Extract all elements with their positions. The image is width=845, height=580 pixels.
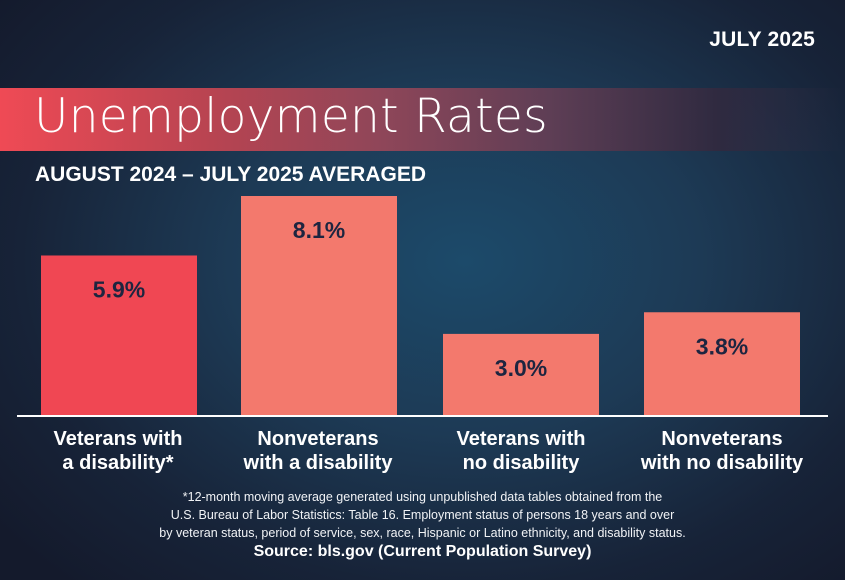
source-citation: Source: bls.gov (Current Population Surv… <box>253 543 592 560</box>
title-band <box>0 88 845 151</box>
chart-subtitle: AUGUST 2024 – JULY 2025 AVERAGED <box>35 163 427 186</box>
report-date: JULY 2025 <box>709 28 815 51</box>
x-tick-label-line: no disability <box>462 452 580 474</box>
x-tick-label-line: with a disability <box>243 452 393 474</box>
footnote-line: U.S. Bureau of Labor Statistics: Table 1… <box>170 508 675 522</box>
x-tick-label-line: Nonveterans <box>661 428 783 450</box>
bar-value-label: 8.1% <box>293 217 345 243</box>
x-tick-label: Nonveterans with no disability <box>622 427 822 475</box>
bar-value-label: 3.8% <box>696 333 748 359</box>
x-tick-label: Veterans with a disability* <box>18 427 218 475</box>
x-tick-label-line: Veterans with <box>456 428 586 450</box>
bar <box>644 312 800 415</box>
bar-value-label: 5.9% <box>93 276 145 302</box>
footnote-line: *12-month moving average generated using… <box>182 490 663 504</box>
bar <box>41 255 197 415</box>
bar <box>443 333 599 415</box>
x-tick-label-line: Nonveterans <box>257 428 379 450</box>
x-tick-label-line: with no disability <box>640 452 804 474</box>
footnote: *12-month moving average generated using… <box>0 488 845 542</box>
bar <box>241 196 397 415</box>
x-tick-label: Nonveterans with a disability <box>218 427 418 475</box>
footnote-line: by veteran status, period of service, se… <box>159 526 686 540</box>
x-tick-label-line: a disability* <box>62 452 174 474</box>
chart-title: Unemployment Rates <box>34 89 548 144</box>
x-tick-label: Veterans with no disability <box>421 427 621 475</box>
bar-value-label: 3.0% <box>495 355 547 381</box>
x-tick-label-line: Veterans with <box>53 428 183 450</box>
